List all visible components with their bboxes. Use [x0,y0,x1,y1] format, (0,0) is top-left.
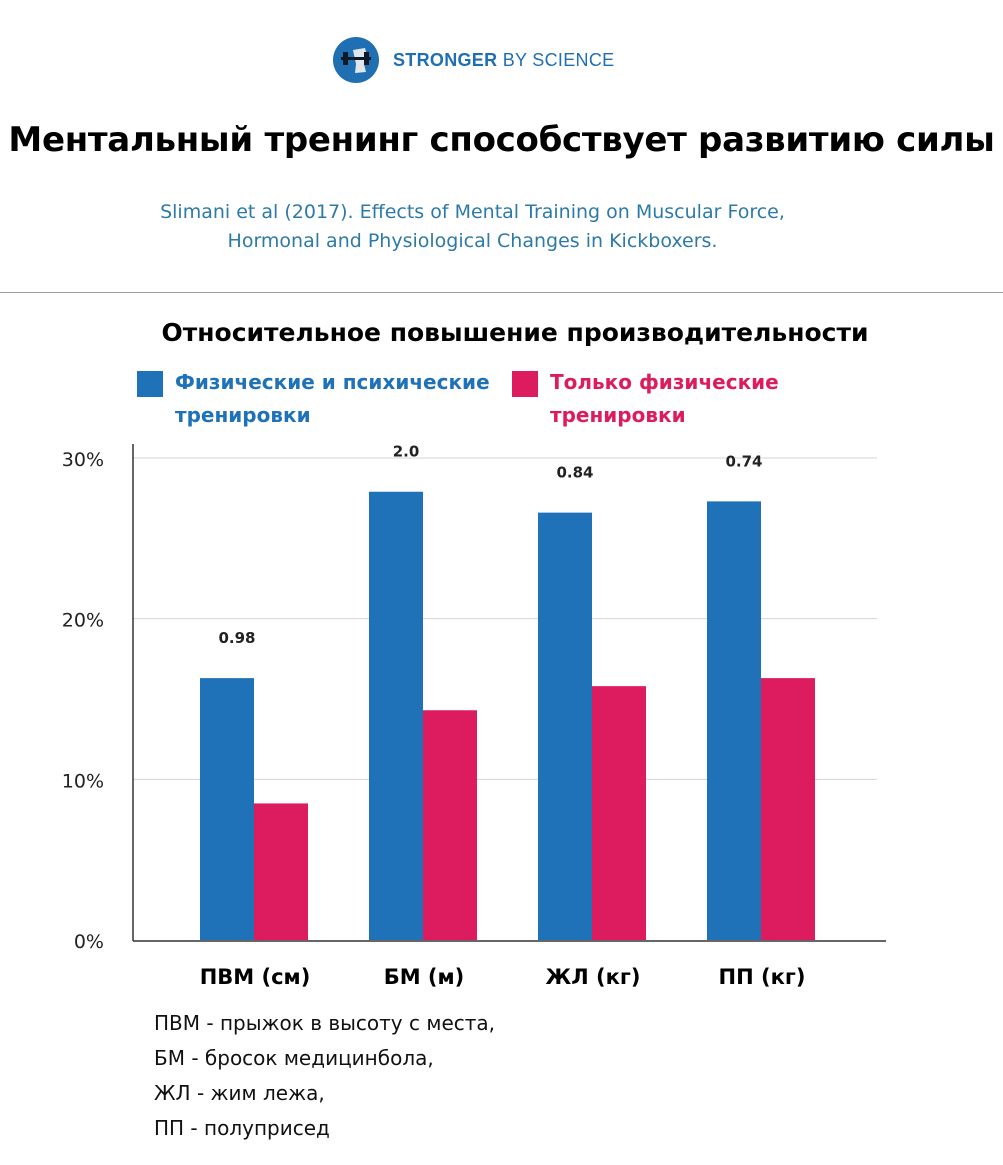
legend-label-line: Только физические [550,370,779,394]
effect-size-label: 0.84 [556,464,593,482]
bar-physical-mental [538,512,592,940]
legend-label-line: Физические и психические [175,370,490,394]
legend-label-physical-mental: Физические и психические тренировки [175,366,490,432]
abbreviation-item: БМ - бросок медицинбола, [154,1046,434,1070]
x-category-label: БМ (м) [384,965,465,989]
effect-size-label: 2.0 [393,443,420,461]
x-category-label: ЖЛ (кг) [546,965,641,989]
brand-name: STRONGER BY SCIENCE [393,50,614,71]
brand-header: STRONGER BY SCIENCE [333,36,614,84]
bar-physical-only [423,710,477,940]
legend-item-physical-mental: Физические и психические тренировки [137,369,490,432]
effect-size-label: 0.74 [725,452,762,470]
bar-physical-only [761,678,815,940]
y-tick-label: 30% [62,449,104,471]
divider [0,292,1003,293]
brand-name-rest: BY SCIENCE [502,49,615,70]
bar-physical-mental [369,491,423,940]
citation: Slimani et al (2017). Effects of Mental … [0,198,945,256]
bar-chart: 0% 10% 20% 30% 0.98 ПВМ (см) 2.0 БМ (м) 0.84 ЖЛ (… [62,443,886,989]
legend-item-physical-only: Только физические тренировки [512,369,779,432]
abbreviation-item: ПВМ - прыжок в высоту с места, [154,1011,496,1035]
x-category-label: ПВМ (см) [200,965,311,989]
bar-physical-only [592,686,646,940]
abbreviation-list: ПВМ - прыжок в высоту с места, БМ - брос… [154,1006,495,1146]
abbreviation-item: ПП - полуприсед [154,1116,330,1140]
legend-label-line: тренировки [175,403,311,427]
effect-size-label: 0.98 [218,629,255,647]
legend-swatch-blue [137,371,163,397]
y-tick-label: 10% [62,770,104,792]
bar-physical-only [254,803,308,940]
bar-physical-mental [707,501,761,940]
chart-title: Относительное повышение производительнос… [161,318,869,347]
y-tick-label: 0% [74,931,104,953]
citation-line-2: Hormonal and Physiological Changes in Ki… [227,230,718,252]
abbreviation-item: ЖЛ - жим лежа, [154,1081,325,1105]
page-title: Ментальный тренинг способствует развитию… [8,120,995,160]
x-category-label: ПП (кг) [719,965,806,989]
y-tick-label: 20% [62,610,104,632]
barbell-logo-icon [333,37,379,83]
brand-name-bold: STRONGER [393,49,498,70]
legend-label-physical-only: Только физические тренировки [550,366,779,432]
legend-label-line: тренировки [550,403,686,427]
citation-line-1: Slimani et al (2017). Effects of Mental … [160,201,785,223]
legend-swatch-pink [512,371,538,397]
bar-physical-mental [200,678,254,940]
